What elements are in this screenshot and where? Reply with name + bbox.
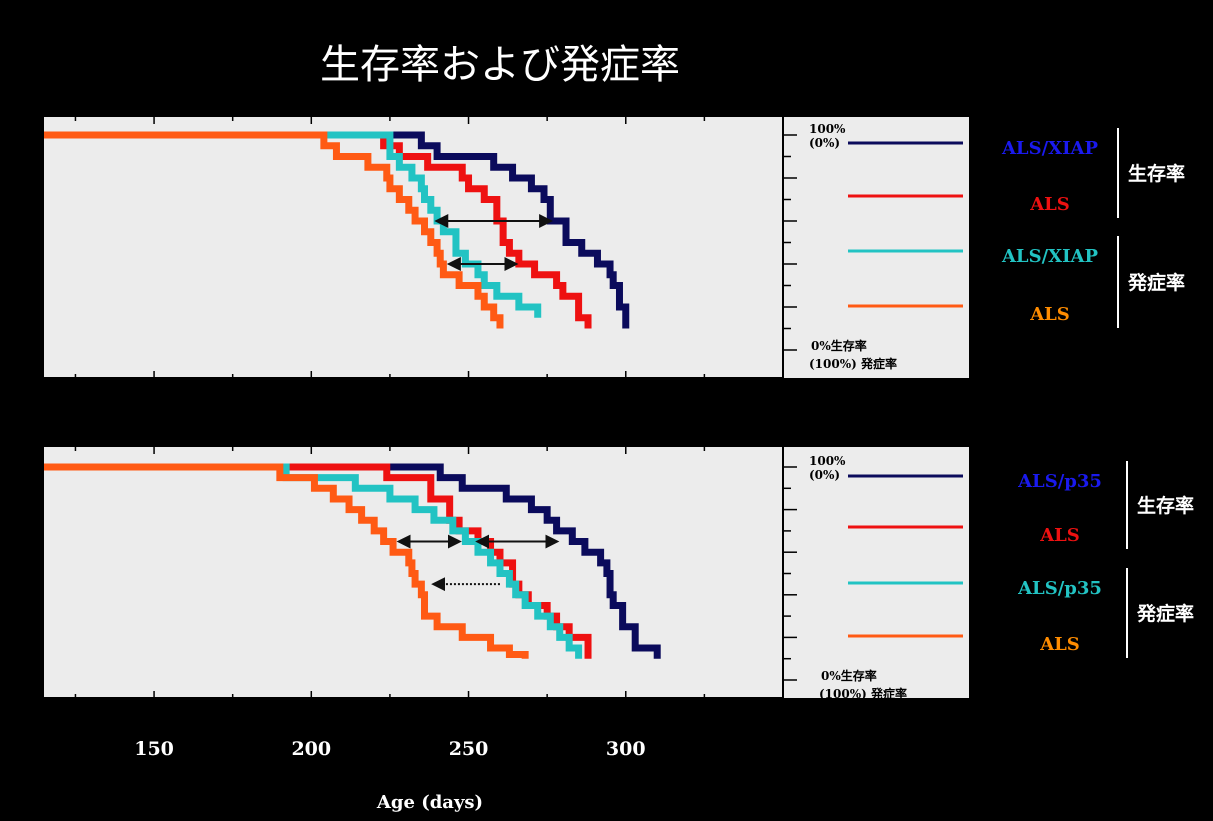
x-tick-label: 150 xyxy=(134,738,174,760)
y-bottom-label-2: (100%) 発症率 xyxy=(809,356,897,371)
series-line-1 xyxy=(44,131,630,329)
legend-label-2: ALS xyxy=(1029,194,1070,215)
x-tick-label: 300 xyxy=(606,738,646,760)
series-line-1 xyxy=(44,463,661,659)
x-tick-label: 200 xyxy=(291,738,331,760)
legend-label-3: ALS/XIAP xyxy=(1001,246,1099,267)
series-line-4 xyxy=(44,463,529,659)
series-line-2 xyxy=(44,463,592,659)
x-tick-label: 250 xyxy=(449,738,489,760)
series-line-4 xyxy=(44,131,504,329)
y-top-label: 100% xyxy=(809,454,846,468)
legend-label-1: ALS/XIAP xyxy=(1001,138,1099,159)
y-top-label: 100% xyxy=(809,122,846,136)
plot-area-1 xyxy=(44,117,783,378)
y-top-label-2: (0%) xyxy=(809,136,840,150)
y-top-label-2: (0%) xyxy=(809,468,840,482)
group-label: 生存率 xyxy=(1128,162,1185,185)
x-axis-label: Age (days) xyxy=(376,792,484,813)
legend-label-3: ALS/p35 xyxy=(1017,578,1102,599)
legend-area xyxy=(784,117,969,378)
page-title: 生存率および発症率 xyxy=(320,42,680,88)
y-bottom-label-2: (100%) 発症率 xyxy=(819,686,907,701)
legend-label-4: ALS xyxy=(1039,634,1080,655)
group-label: 生存率 xyxy=(1137,494,1194,517)
y-bottom-label: 0%生存率 xyxy=(821,668,877,683)
group-label: 発症率 xyxy=(1127,271,1185,294)
y-bottom-label: 0%生存率 xyxy=(811,338,867,353)
legend-label-1: ALS/p35 xyxy=(1017,471,1102,492)
legend-label-4: ALS xyxy=(1029,304,1070,325)
group-label: 発症率 xyxy=(1136,602,1194,625)
legend-label-2: ALS xyxy=(1039,525,1080,546)
series-line-3 xyxy=(44,463,583,659)
legend-area xyxy=(784,447,969,698)
